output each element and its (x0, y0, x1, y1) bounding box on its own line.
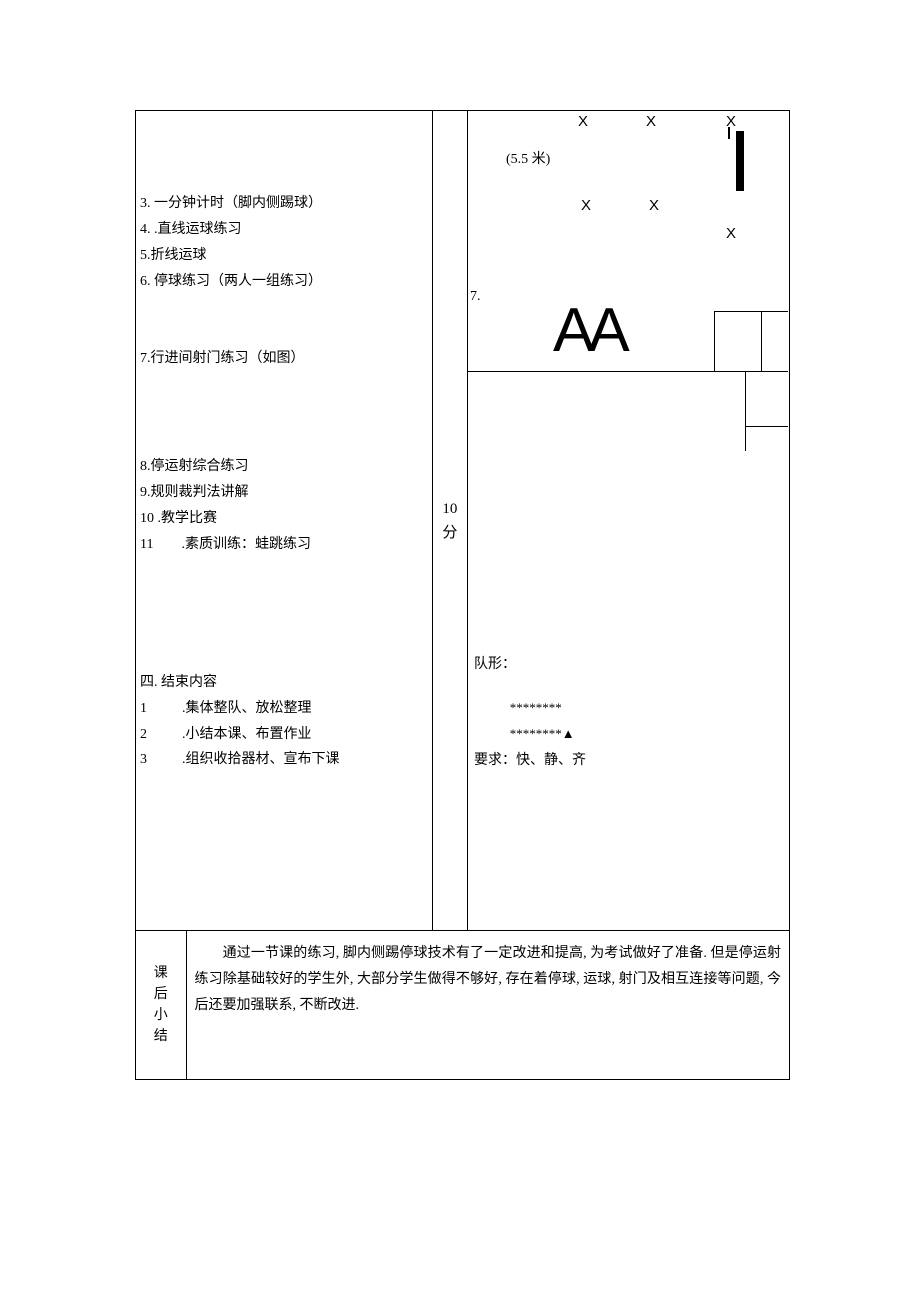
goal-post-thick-icon (736, 131, 744, 191)
line: 10 .教学比赛 (140, 506, 428, 532)
box-line (714, 311, 788, 312)
content-cell-1: 3. 一分钟计时（脚内侧踢球） 4. .直线运球练习 5.折线运球 6. 停球练… (136, 111, 433, 375)
box-line (714, 311, 715, 371)
summary-text: 通过一节课的练习, 脚内侧踢停球技术有了一定改进和提高, 为考试做好了准备. 但… (187, 931, 790, 1029)
formation-row: ********▲ (474, 721, 783, 747)
summary-inner-table: 课 后 小 结 通过一节课的练习, 脚内侧踢停球技术有了一定改进和提高, 为考试… (136, 931, 789, 1079)
content-block-2: 8.停运射综合练习 9.规则裁判法讲解 10 .教学比赛 11 .素质训练：蛙跳… (136, 374, 432, 560)
content-block-1: 3. 一分钟计时（脚内侧踢球） 4. .直线运球练习 5.折线运球 6. 停球练… (136, 111, 432, 374)
line: 3. 一分钟计时（脚内侧踢球） (140, 191, 428, 217)
time-unit: 分 (433, 521, 467, 545)
document-page: 3. 一分钟计时（脚内侧踢球） 4. .直线运球练习 5.折线运球 6. 停球练… (0, 0, 920, 1140)
spacer (136, 775, 432, 930)
blank-line (140, 295, 428, 321)
line: 5.折线运球 (140, 243, 428, 269)
section-title: 四. 结束内容 (140, 670, 428, 696)
line: 6. 停球练习（两人一组练习） (140, 269, 428, 295)
summary-wrapper-cell: 课 后 小 结 通过一节课的练习, 脚内侧踢停球技术有了一定改进和提高, 为考试… (136, 931, 790, 1080)
item: 2 .小结本课、布置作业 (140, 722, 428, 748)
x-mark: X (578, 113, 588, 130)
row-summary: 课 后 小 结 通过一节课的练习, 脚内侧踢停球技术有了一定改进和提高, 为考试… (136, 931, 790, 1080)
big-aa-label: AA (553, 295, 624, 366)
diagram-number-7: 7. (470, 289, 481, 305)
formation-requirement: 要求：快、静、齐 (474, 747, 783, 775)
summary-label-char: 结 (136, 1026, 186, 1047)
item: 3 .组织收拾器材、宣布下课 (140, 747, 428, 773)
box-line (745, 426, 788, 427)
box-line (745, 371, 746, 451)
summary-text-cell: 通过一节课的练习, 脚内侧踢停球技术有了一定改进和提高, 为考试做好了准备. 但… (186, 931, 789, 1079)
box-line (761, 311, 762, 371)
line: 9.规则裁判法讲解 (140, 480, 428, 506)
summary-label-char: 课 (136, 963, 186, 984)
spacer (474, 679, 783, 695)
content-block-3: 四. 结束内容 1 .集体整队、放松整理 2 .小结本课、布置作业 3 .组织收… (136, 610, 432, 776)
content-cell-2: 8.停运射综合练习 9.规则裁判法讲解 10 .教学比赛 11 .素质训练：蛙跳… (136, 374, 433, 610)
line: 8.停运射综合练习 (140, 454, 428, 480)
formation-row: ******** (474, 695, 783, 721)
distance-label: (5.5 米) (506, 148, 550, 168)
field-diagram: X X X X X X (5.5 米) 7. AA (468, 111, 789, 451)
diagram-cell: X X X X X X (5.5 米) 7. AA (468, 111, 790, 931)
summary-label-char: 后 (136, 984, 186, 1005)
line: 11 .素质训练：蛙跳练习 (140, 532, 428, 558)
time-value: 10 (433, 497, 467, 521)
x-mark: X (649, 197, 659, 214)
line: 7.行进间射门练习（如图） (140, 346, 428, 372)
x-mark: X (646, 113, 656, 130)
spacer (187, 1029, 790, 1079)
summary-label-cell: 课 后 小 结 (136, 931, 186, 1079)
spacer (136, 560, 432, 610)
time-cell: 10 分 (432, 111, 467, 931)
box-line (468, 371, 788, 372)
item: 1 .集体整队、放松整理 (140, 696, 428, 722)
summary-body: 通过一节课的练习, 脚内侧踢停球技术有了一定改进和提高, 为考试做好了准备. 但… (195, 946, 782, 1013)
row-upper: 3. 一分钟计时（脚内侧踢球） 4. .直线运球练习 5.折线运球 6. 停球练… (136, 111, 790, 375)
content-cell-3: 四. 结束内容 1 .集体整队、放松整理 2 .小结本课、布置作业 3 .组织收… (136, 610, 433, 931)
lesson-plan-table: 3. 一分钟计时（脚内侧踢球） 4. .直线运球练习 5.折线运球 6. 停球练… (135, 110, 790, 1080)
x-mark: X (726, 225, 736, 242)
line: 4. .直线运球练习 (140, 217, 428, 243)
goal-post-thin-icon (728, 127, 730, 139)
summary-label-char: 小 (136, 1005, 186, 1026)
formation-heading: 队形： (474, 651, 783, 679)
blank-line (140, 320, 428, 346)
x-mark: X (581, 197, 591, 214)
formation-block: 队形： ******** ********▲ 要求：快、静、齐 (468, 451, 789, 779)
